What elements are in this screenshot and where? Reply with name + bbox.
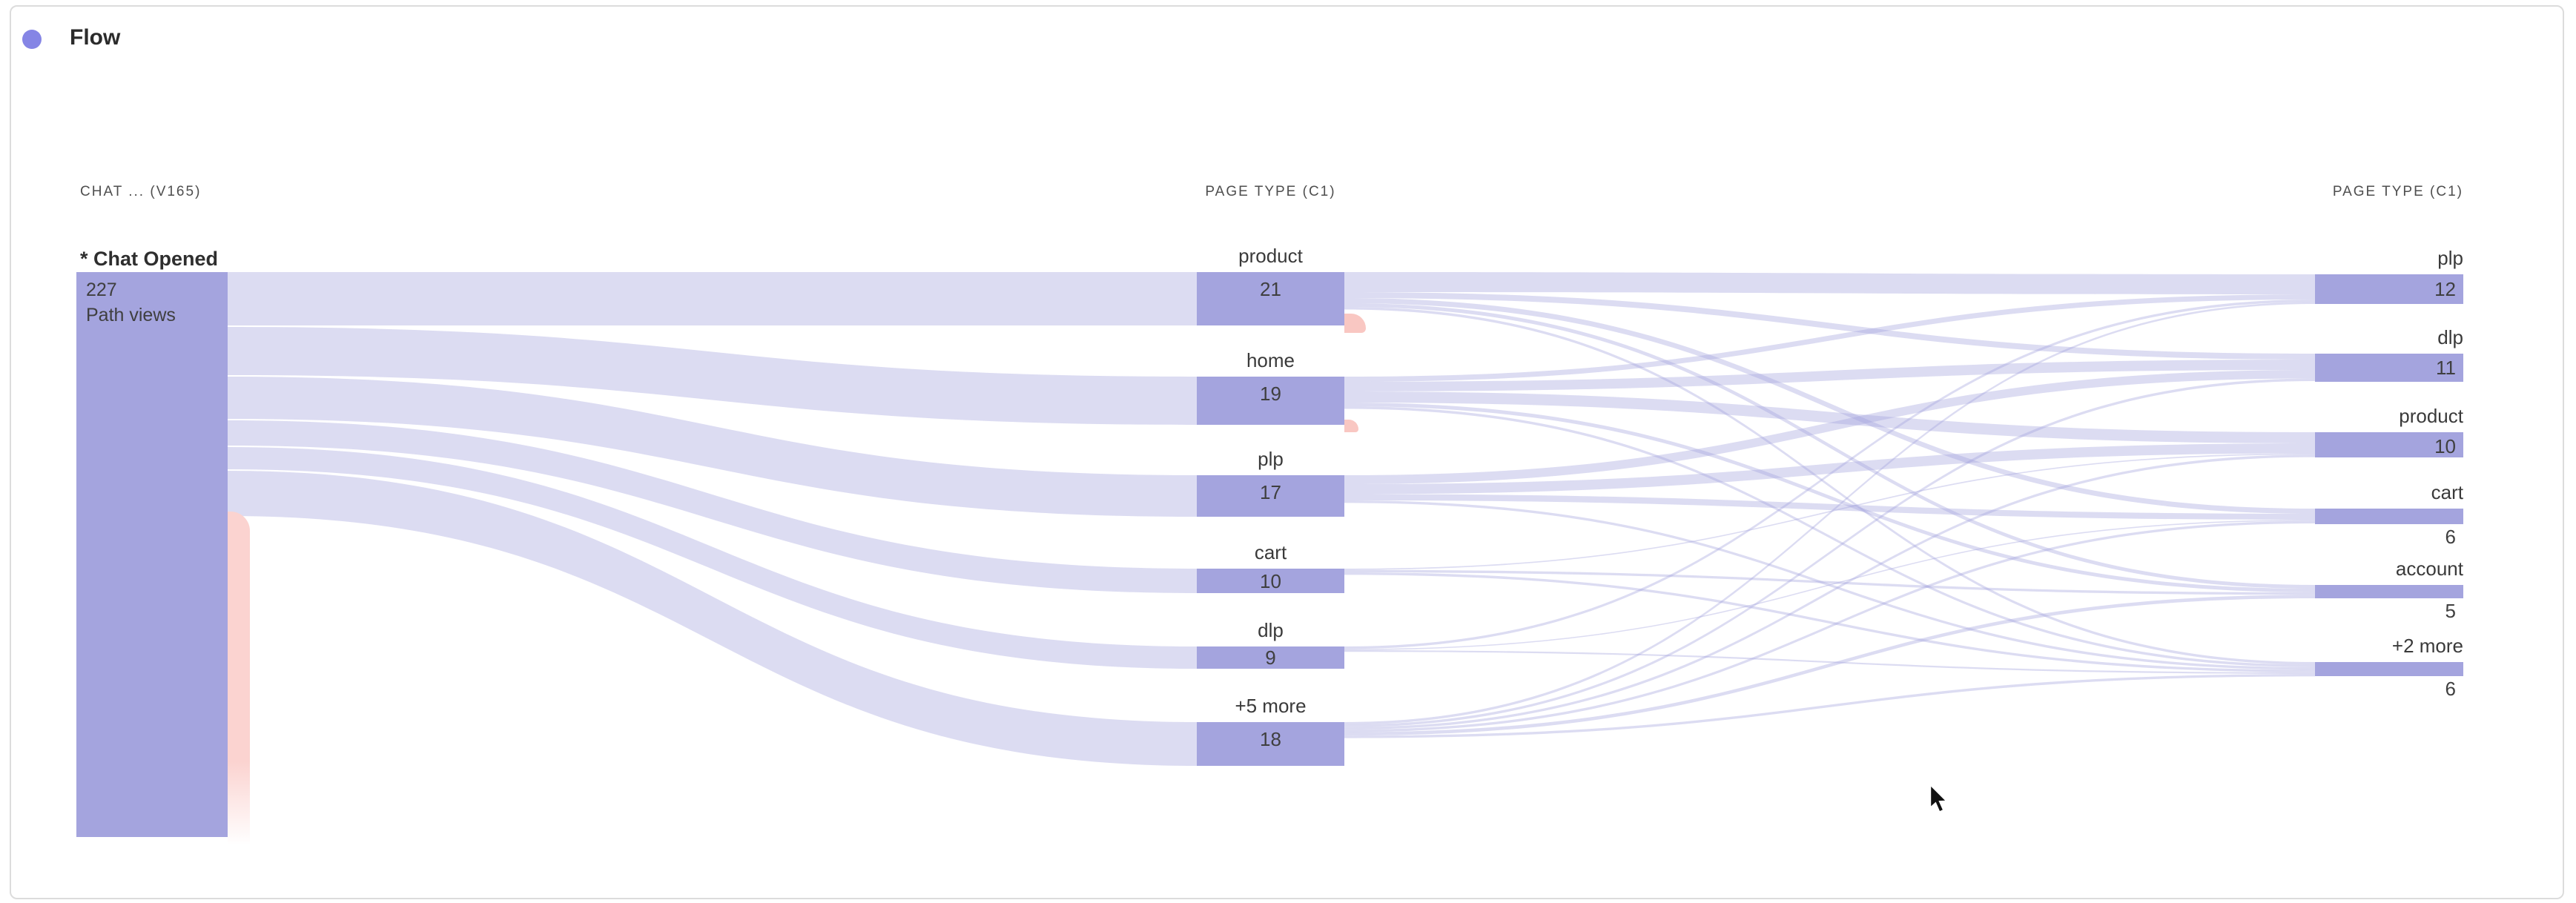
flow-ribbon-product-to-plp[interactable] (1344, 272, 2315, 294)
mid-node-bar-product[interactable] (1197, 272, 1344, 325)
flow-ribbon-chatopened-to-plp[interactable] (228, 377, 1197, 517)
mid-node-label: dlp (1258, 619, 1284, 641)
right-node-bar-product[interactable] (2315, 432, 2463, 457)
mid-node-value: 21 (1260, 278, 1281, 300)
mid-node-label: product (1238, 245, 1303, 267)
flow-ribbon-chatopened-to-cart[interactable] (228, 420, 1197, 593)
flow-ribbon-5more-to-2more[interactable] (1344, 674, 2315, 738)
flow-ribbon-5more-to-plp[interactable] (1344, 302, 2315, 725)
mid-node-value: 10 (1260, 569, 1281, 592)
flow-ribbon-plp-to-2more[interactable] (1344, 500, 2315, 670)
right-node-bar-2more[interactable] (2315, 662, 2463, 676)
flow-ribbon-5more-to-cart[interactable] (1344, 520, 2315, 732)
source-node-unit: Path views (86, 305, 176, 325)
right-node-bar-cart[interactable] (2315, 509, 2463, 524)
flow-ribbon-chatopened-to-home[interactable] (228, 327, 1197, 425)
flow-ribbon-5more-to-dlp[interactable] (1344, 378, 2315, 727)
flow-ribbon-plp-to-cart[interactable] (1344, 494, 2315, 520)
flow-ribbon-plp-to-dlp[interactable] (1344, 370, 2315, 484)
flow-ribbon-product-to-account[interactable] (1344, 303, 2315, 589)
mid-node-value: 9 (1265, 646, 1276, 669)
mid-node-bar-5more[interactable] (1197, 722, 1344, 766)
column-header-left: CHAT ... (V165) (80, 184, 202, 199)
flow-ribbon-dlp-to-cart[interactable] (1344, 520, 2315, 650)
column-header-middle: PAGE TYPE (C1) (1205, 184, 1336, 199)
mid-node-label: +5 more (1235, 695, 1307, 717)
right-node-bar-account[interactable] (2315, 585, 2463, 598)
panel-title: Flow (70, 25, 121, 50)
flow-ribbon-cart-to-account[interactable] (1344, 569, 2315, 595)
flow-ribbon-product-to-dlp[interactable] (1344, 292, 2315, 360)
flow-ribbon-chatopened-to-product[interactable] (228, 272, 1197, 325)
flow-ribbon-5more-to-account[interactable] (1344, 595, 2315, 736)
flow-ribbon-home-to-2more[interactable] (1344, 406, 2315, 667)
mid-node-value: 17 (1260, 481, 1281, 503)
flow-ribbon-dlp-to-plp[interactable] (1344, 300, 2315, 649)
right-node-value: 5 (2445, 600, 2456, 622)
flow-ribbon-product-to-cart[interactable] (1344, 298, 2315, 514)
flow-ribbon-chatopened-to-5more[interactable] (228, 471, 1197, 766)
right-node-value: 6 (2445, 526, 2456, 548)
flow-ribbon-cart-to-2more[interactable] (1344, 572, 2315, 672)
right-node-label: dlp (2437, 326, 2463, 348)
flow-ribbon-home-to-dlp[interactable] (1344, 360, 2315, 391)
right-node-value: 12 (2434, 278, 2456, 300)
flow-ribbon-chatopened-to-dlp[interactable] (228, 447, 1197, 669)
mid-node-bar-cart[interactable] (1197, 569, 1344, 593)
right-node-label: cart (2431, 481, 2463, 503)
right-node-value: 6 (2445, 678, 2456, 700)
mouse-cursor (1929, 783, 1949, 814)
mid-node-label: cart (1254, 541, 1287, 563)
source-node-bar[interactable] (76, 272, 228, 837)
mid-node-value: 18 (1260, 728, 1281, 750)
flow-ribbon-dlp-to-2more[interactable] (1344, 650, 2315, 674)
flow-ribbon-home-to-plp[interactable] (1344, 294, 2315, 382)
mid-node-bar-plp[interactable] (1197, 475, 1344, 517)
mid-node-label: home (1246, 349, 1295, 371)
flow-ribbon-home-to-product[interactable] (1344, 391, 2315, 443)
flow-ribbon-plp-to-product[interactable] (1344, 443, 2315, 494)
source-node-label: * Chat Opened (80, 248, 219, 270)
right-node-label: plp (2437, 247, 2463, 269)
mid-node-bar-dlp[interactable] (1197, 646, 1344, 669)
mid-node-label: plp (1258, 448, 1284, 470)
flow-ribbon-cart-to-product[interactable] (1344, 453, 2315, 570)
right-node-label: product (2399, 405, 2463, 427)
right-node-bar-plp[interactable] (2315, 274, 2463, 304)
panel-accent-dot (22, 30, 42, 49)
flow-ribbon-5more-to-product[interactable] (1344, 454, 2315, 730)
right-node-bar-dlp[interactable] (2315, 354, 2463, 382)
exit-strip (228, 512, 250, 845)
right-node-value: 11 (2436, 357, 2456, 379)
right-node-label: +2 more (2391, 635, 2463, 657)
flow-ribbon-product-to-2more[interactable] (1344, 307, 2315, 665)
flow-ribbon-home-to-account[interactable] (1344, 403, 2315, 592)
column-header-right: PAGE TYPE (C1) (2332, 184, 2463, 199)
right-node-value: 10 (2434, 435, 2456, 457)
mid-node-bar-home[interactable] (1197, 377, 1344, 425)
exit-stub-home (1344, 420, 1358, 432)
right-node-label: account (2395, 558, 2463, 580)
source-node-value: 227 (86, 280, 117, 300)
mid-node-value: 19 (1260, 383, 1281, 405)
